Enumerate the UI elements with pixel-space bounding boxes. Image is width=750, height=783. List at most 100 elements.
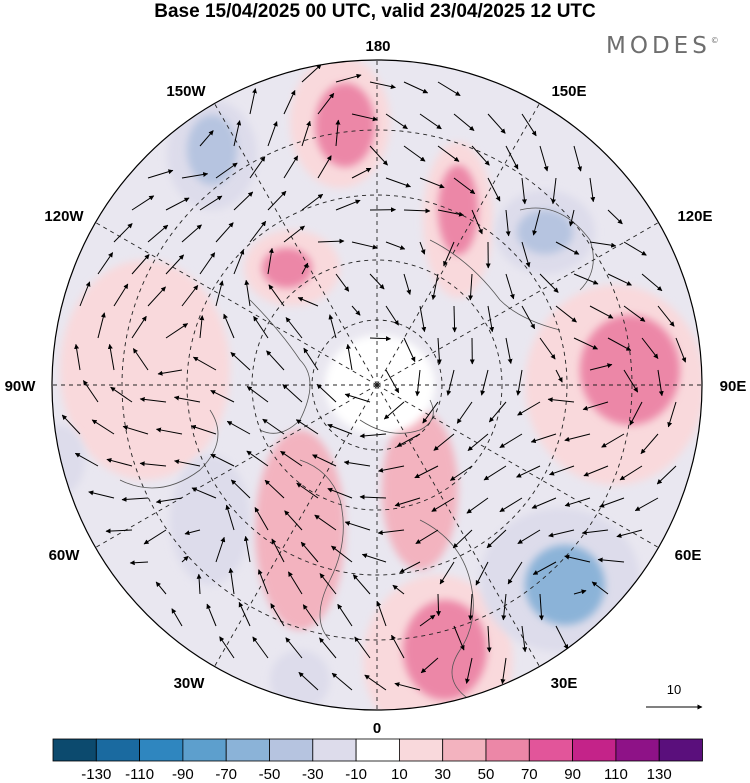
wind-arrow [449,465,473,481]
wind-arrow [215,222,234,243]
wind-arrow [505,209,511,237]
anomaly-blob-positive-canada [255,430,345,630]
wind-arrow [486,625,492,653]
wind-arrow [548,529,575,538]
wind-arrow [564,433,591,442]
wind-arrow [501,593,507,621]
wind-arrow [317,155,332,179]
wind-arrow [155,427,183,435]
wind-arrow [283,89,296,115]
wind-arrow [210,453,235,467]
wind-arrow [233,191,254,211]
wind-arrow [453,625,465,651]
wind-arrow [550,177,557,205]
wind-arrow [105,528,133,534]
wind-arrow [521,177,527,205]
colorbar-label: 70 [521,766,538,783]
wind-arrow [331,672,353,691]
wind-arrow [351,305,361,316]
wind-arrow [471,209,483,235]
wind-arrow [419,241,426,255]
colorbar-label: 90 [564,766,581,783]
wind-arrow [181,284,199,307]
wind-arrow [486,529,507,549]
wind-arrow [539,337,556,360]
wind-vectors [61,64,687,691]
wind-arrow [165,323,189,339]
wind-arrow [431,273,439,300]
wind-arrow [657,305,675,327]
wind-arrow [517,529,541,544]
wind-arrow [97,312,106,339]
modes-logo: MODES© [606,33,719,59]
wind-arrow [343,460,371,467]
wind-arrow [254,507,269,531]
colorbar-swatch [52,738,97,762]
wind-arrow [97,252,114,275]
wind-arrow [589,363,613,371]
wind-arrow [415,369,421,397]
wind-arrow [354,636,371,659]
wind-arrow [328,314,337,339]
wind-arrow [238,601,251,627]
lon-label-150e: 150E [551,83,586,100]
wind-arrow [623,369,639,393]
wind-arrow [335,273,350,292]
wind-arrow [345,343,353,371]
lon-label-180: 180 [365,38,390,55]
wind-arrow [122,425,149,435]
lon-label-120e: 120E [677,208,712,225]
wind-arrow [253,315,269,339]
wind-arrow [327,423,353,435]
wind-arrow [298,672,319,691]
wind-arrow [591,581,609,595]
wind-arrow [199,252,216,275]
wind-arrow [403,208,431,214]
wind-arrow [616,529,643,538]
wind-arrow [335,199,361,211]
wind-arrow [471,145,490,166]
colorbar-label: 130 [647,766,672,783]
wind-arrow [453,113,475,131]
colorbar-swatch [615,738,660,762]
wind-arrow [435,593,441,617]
wind-arrow [521,113,537,137]
colorbar-label: 30 [434,766,451,783]
wind-arrow [295,419,319,435]
colorbar-label: -130 [81,766,111,783]
anomaly-blob-negative-west-russia [525,545,605,625]
wind-arrow [129,560,149,566]
wind-arrow [303,347,319,371]
wind-arrow [377,529,405,536]
wind-arrow [657,369,664,397]
wind-arrow [385,113,408,130]
map-title: Base 15/04/2025 00 UTC, valid 23/04/2025… [154,1,596,22]
anomaly-blob-negative-okhotsk [517,210,573,254]
wind-arrow [246,450,269,467]
lon-label-30w: 30W [174,675,206,692]
wind-arrow [539,273,559,293]
wind-arrow [121,496,149,502]
wind-arrow [316,383,337,403]
wind-arrow [285,637,303,659]
reference-vector: 10 [646,682,703,710]
wind-arrow [270,603,285,627]
wind-arrow [582,401,609,411]
wind-arrow [335,73,362,83]
wind-arrow [394,682,421,691]
wind-arrow [419,305,427,333]
wind-arrow [601,433,625,448]
wind-arrow [288,571,303,595]
wind-arrow [190,424,217,435]
wind-arrow [573,589,587,595]
wind-arrow [516,465,541,478]
wind-arrow [437,145,460,162]
wind-arrow [228,567,235,595]
wind-arrow [312,454,337,467]
wind-arrow [230,352,251,371]
wind-arrow [607,209,623,225]
wind-arrow [415,529,439,544]
wind-arrow [110,386,133,403]
wind-arrow [437,209,464,217]
wind-arrow [244,279,251,307]
